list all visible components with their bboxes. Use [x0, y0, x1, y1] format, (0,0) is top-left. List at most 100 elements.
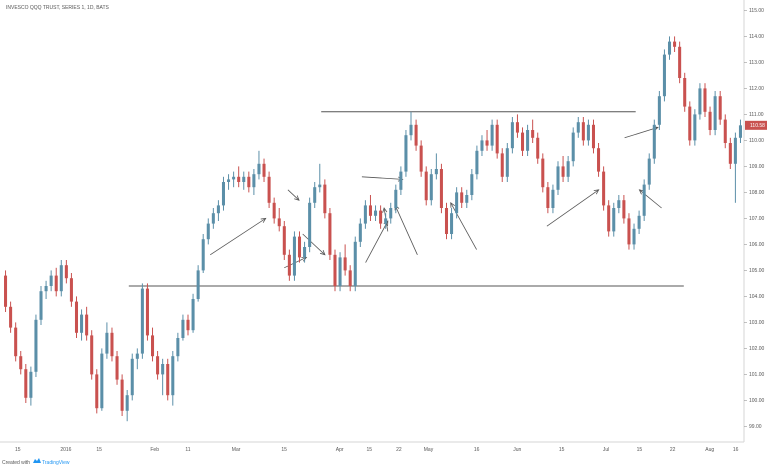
horizontal-levels	[128, 111, 684, 287]
time-tick-label: Mar	[232, 447, 241, 453]
candle	[404, 130, 408, 177]
candle-body	[379, 210, 383, 224]
arrow-shaft	[365, 220, 389, 263]
annotation-arrow	[450, 201, 477, 250]
candle	[485, 130, 489, 151]
candle	[536, 132, 540, 164]
time-tick-label: 15	[96, 447, 102, 453]
price-tick-label: 103.00	[749, 320, 765, 326]
candle-body	[515, 122, 519, 133]
candle-body	[282, 226, 286, 255]
candle	[333, 249, 337, 292]
time-tick-label: 15	[637, 447, 643, 453]
candle-body	[571, 132, 575, 162]
time-tick-label: 2016	[60, 447, 71, 453]
arrow-head	[450, 201, 456, 208]
candle	[277, 208, 281, 232]
candle	[196, 265, 200, 302]
time-tick-label: Apr	[336, 447, 344, 453]
chart-title: INVESCO QQQ TRUST, SERIES 1, 1D, BATS	[6, 5, 110, 11]
candle	[151, 327, 155, 362]
candle	[206, 218, 210, 245]
candle	[247, 171, 251, 193]
candle-body	[227, 179, 231, 182]
candle	[738, 119, 742, 143]
candle	[34, 314, 38, 377]
candle	[424, 166, 428, 206]
candle-body	[44, 286, 48, 292]
candle	[708, 106, 712, 136]
candle	[338, 252, 342, 292]
candle-body	[622, 200, 626, 219]
candle	[120, 374, 124, 416]
arrow-shaft	[302, 233, 326, 256]
candle-body	[313, 187, 317, 203]
time-tick-label: 15	[559, 447, 565, 453]
candle-body	[597, 148, 601, 172]
candle-body	[399, 171, 403, 190]
candle-body	[612, 208, 616, 232]
candle-body	[500, 153, 504, 177]
candle-body	[287, 254, 291, 276]
candle-body	[617, 200, 621, 208]
candle-body	[591, 124, 595, 149]
candle-body	[221, 182, 225, 206]
candle-body	[59, 265, 63, 292]
candle	[64, 260, 68, 284]
candle	[171, 351, 175, 406]
current-price-tag	[745, 120, 767, 130]
candle	[176, 332, 180, 362]
time-tick-label: Jun	[513, 447, 521, 453]
candle	[591, 119, 595, 154]
candle	[617, 195, 621, 214]
price-tick-label: 102.00	[749, 346, 765, 352]
candle	[627, 213, 631, 250]
arrow-shaft	[624, 127, 659, 139]
candle	[505, 143, 509, 182]
arrow-head	[593, 189, 600, 195]
candle	[515, 114, 519, 138]
candle	[637, 210, 641, 234]
candle	[100, 348, 104, 411]
candle-body	[536, 137, 540, 159]
time-axis-ticks: 15 2016 15 Feb 11 Mar 15 Apr 15 22 May 16 Jun 15 Jul 15…	[15, 447, 739, 453]
candle-body	[196, 270, 200, 299]
candle	[576, 117, 580, 138]
candle-body	[394, 189, 398, 208]
candle-body	[49, 275, 53, 286]
candle-body	[338, 257, 342, 286]
candle	[379, 205, 383, 229]
candle	[287, 249, 291, 281]
candle-body	[607, 205, 611, 232]
candle-body	[414, 124, 418, 146]
candle	[303, 241, 307, 263]
candle-body	[526, 130, 530, 151]
candle-body	[328, 213, 332, 255]
candle-body	[465, 195, 469, 203]
annotation-arrow	[302, 233, 326, 256]
candle	[166, 358, 170, 401]
candle	[384, 213, 388, 229]
candle-body	[257, 163, 261, 175]
candle-body	[211, 213, 215, 224]
time-tick-label: 15	[15, 447, 21, 453]
candle	[500, 148, 504, 182]
candle-body	[409, 124, 413, 136]
candle	[602, 166, 606, 211]
arrow-head	[260, 217, 267, 223]
candle-body	[156, 356, 160, 375]
candle	[308, 197, 312, 253]
candle	[718, 91, 722, 125]
candle	[9, 301, 13, 333]
candle-body	[627, 218, 631, 245]
candle-body	[475, 150, 479, 175]
candle-body	[738, 125, 742, 138]
candle-body	[546, 187, 550, 208]
candle-body	[363, 205, 367, 224]
candle	[526, 124, 530, 156]
candle	[24, 364, 28, 403]
candle-body	[262, 163, 266, 177]
price-tick-label: 108.00	[749, 190, 765, 196]
candle-body	[90, 335, 94, 375]
time-tick-label: 15	[281, 447, 287, 453]
